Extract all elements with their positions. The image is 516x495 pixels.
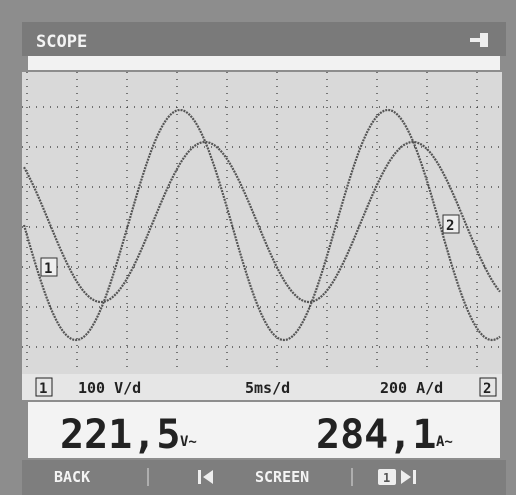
status-strip <box>28 56 500 70</box>
screen-button[interactable]: SCREEN <box>255 468 309 486</box>
ch1-marker-label: 1 <box>44 261 52 277</box>
ch2-badge: 2 <box>483 381 491 397</box>
ch2-scale: 200 A/d <box>380 379 443 397</box>
ch2-marker-label: 2 <box>446 218 454 234</box>
plot-area <box>22 72 502 400</box>
scope-screen: SCOPE 1 2 1 100 V/d 5ms/d 200 A/d 2 221,… <box>0 0 516 495</box>
channel-label: 1 <box>383 471 390 485</box>
ch1-scale: 100 V/d <box>78 379 141 397</box>
time-scale: 5ms/d <box>245 379 290 397</box>
reading-1-unit: V~ <box>180 434 197 450</box>
reading-2-unit: A~ <box>436 434 453 450</box>
reading-1-value: 221,5 <box>60 412 180 458</box>
ch1-badge: 1 <box>39 381 47 397</box>
header-bar <box>22 22 506 56</box>
reading-2-value: 284,1 <box>316 412 436 458</box>
header-title: SCOPE <box>36 32 87 52</box>
back-button[interactable]: BACK <box>54 468 90 486</box>
